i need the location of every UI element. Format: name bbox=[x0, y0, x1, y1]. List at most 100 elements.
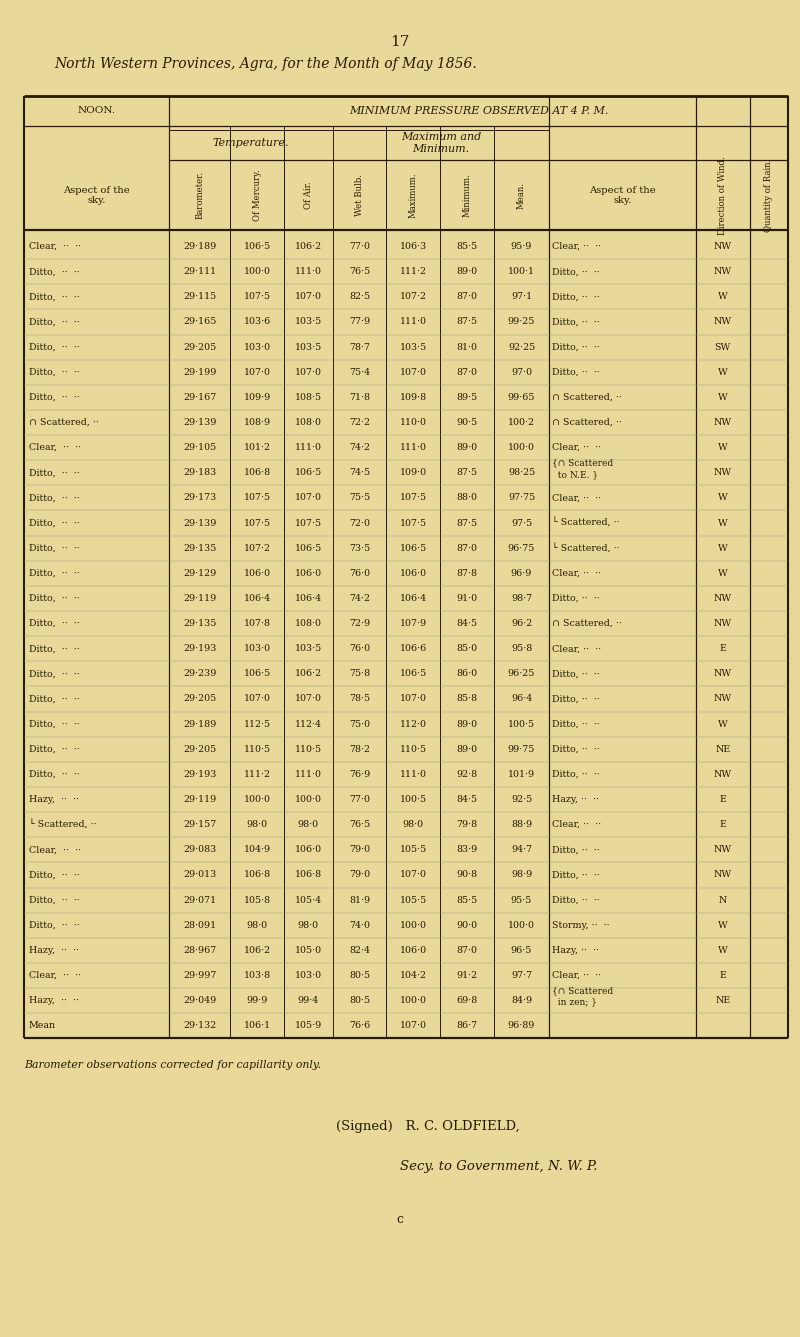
Text: 76·5: 76·5 bbox=[349, 267, 370, 277]
Text: 91·0: 91·0 bbox=[457, 594, 478, 603]
Text: 79·8: 79·8 bbox=[457, 820, 478, 829]
Text: Ditto, ··  ··: Ditto, ·· ·· bbox=[553, 317, 600, 326]
Text: Clear, ··  ··: Clear, ·· ·· bbox=[553, 242, 602, 251]
Text: Ditto, ··  ··: Ditto, ·· ·· bbox=[553, 896, 600, 905]
Text: Ditto,  ··  ··: Ditto, ·· ·· bbox=[29, 519, 79, 528]
Text: NE: NE bbox=[715, 996, 730, 1005]
Text: 87·8: 87·8 bbox=[457, 568, 478, 578]
Text: 29·193: 29·193 bbox=[183, 770, 216, 779]
Text: N: N bbox=[718, 896, 727, 905]
Text: Ditto,  ··  ··: Ditto, ·· ·· bbox=[29, 267, 79, 277]
Text: Ditto,  ··  ··: Ditto, ·· ·· bbox=[29, 594, 79, 603]
Text: 76·6: 76·6 bbox=[349, 1021, 370, 1031]
Text: Clear, ··  ··: Clear, ·· ·· bbox=[553, 493, 602, 503]
Text: 106·0: 106·0 bbox=[400, 568, 427, 578]
Text: 98·0: 98·0 bbox=[246, 820, 268, 829]
Text: 29·132: 29·132 bbox=[183, 1021, 216, 1031]
Text: 98·25: 98·25 bbox=[508, 468, 535, 477]
Text: 85·5: 85·5 bbox=[456, 896, 478, 905]
Text: 29·071: 29·071 bbox=[183, 896, 216, 905]
Text: 106·5: 106·5 bbox=[400, 544, 427, 552]
Text: 107·0: 107·0 bbox=[400, 1021, 426, 1031]
Text: NOON.: NOON. bbox=[78, 107, 115, 115]
Text: 77·0: 77·0 bbox=[349, 242, 370, 251]
Text: 90·0: 90·0 bbox=[457, 921, 478, 929]
Text: 106·2: 106·2 bbox=[295, 242, 322, 251]
Text: 103·5: 103·5 bbox=[400, 342, 427, 352]
Text: 111·0: 111·0 bbox=[295, 267, 322, 277]
Text: Secy. to Government, N. W. P.: Secy. to Government, N. W. P. bbox=[400, 1161, 598, 1173]
Text: 29·199: 29·199 bbox=[183, 368, 216, 377]
Text: 107·5: 107·5 bbox=[295, 519, 322, 528]
Text: NW: NW bbox=[714, 468, 732, 477]
Text: 86·0: 86·0 bbox=[457, 670, 478, 678]
Text: 106·4: 106·4 bbox=[244, 594, 270, 603]
Text: Ditto, ··  ··: Ditto, ·· ·· bbox=[553, 770, 600, 779]
Text: 29·205: 29·205 bbox=[183, 342, 216, 352]
Text: {∩ Scattered
  to N.E. }: {∩ Scattered to N.E. } bbox=[553, 459, 614, 479]
Text: Clear, ··  ··: Clear, ·· ·· bbox=[553, 820, 602, 829]
Text: 99·65: 99·65 bbox=[508, 393, 535, 402]
Text: Ditto,  ··  ··: Ditto, ·· ·· bbox=[29, 870, 79, 880]
Text: Aspect of the
sky.: Aspect of the sky. bbox=[63, 186, 130, 205]
Text: 89·0: 89·0 bbox=[457, 267, 478, 277]
Text: 106·3: 106·3 bbox=[400, 242, 427, 251]
Text: 111·0: 111·0 bbox=[295, 443, 322, 452]
Text: 106·8: 106·8 bbox=[244, 870, 270, 880]
Text: 29·129: 29·129 bbox=[183, 568, 216, 578]
Text: 90·8: 90·8 bbox=[457, 870, 478, 880]
Text: Ditto,  ··  ··: Ditto, ·· ·· bbox=[29, 493, 79, 503]
Text: 29·139: 29·139 bbox=[183, 519, 216, 528]
Text: 106·2: 106·2 bbox=[244, 945, 270, 955]
Text: Barometer observations corrected for capillarity only.: Barometer observations corrected for cap… bbox=[24, 1060, 321, 1070]
Text: 100·0: 100·0 bbox=[400, 921, 426, 929]
Text: 29·115: 29·115 bbox=[183, 293, 216, 301]
Text: 104·2: 104·2 bbox=[400, 971, 426, 980]
Text: 109·8: 109·8 bbox=[400, 393, 427, 402]
Text: 107·0: 107·0 bbox=[295, 694, 322, 703]
Text: 103·0: 103·0 bbox=[244, 342, 270, 352]
Text: E: E bbox=[719, 820, 726, 829]
Text: W: W bbox=[718, 493, 728, 503]
Text: 107·9: 107·9 bbox=[400, 619, 427, 628]
Text: NW: NW bbox=[714, 242, 732, 251]
Text: 87·5: 87·5 bbox=[457, 519, 478, 528]
Text: 105·5: 105·5 bbox=[400, 896, 427, 905]
Text: 100·2: 100·2 bbox=[508, 418, 535, 427]
Text: MINIMUM PRESSURE OBSERVED AT 4 P. M.: MINIMUM PRESSURE OBSERVED AT 4 P. M. bbox=[349, 106, 608, 116]
Text: E: E bbox=[719, 796, 726, 804]
Text: 75·4: 75·4 bbox=[349, 368, 370, 377]
Text: 88·0: 88·0 bbox=[457, 493, 478, 503]
Text: Quantity of Rain.: Quantity of Rain. bbox=[764, 159, 774, 231]
Text: 84·5: 84·5 bbox=[457, 796, 478, 804]
Text: 100·0: 100·0 bbox=[508, 921, 535, 929]
Text: W: W bbox=[718, 945, 728, 955]
Text: Clear,  ··  ··: Clear, ·· ·· bbox=[29, 242, 81, 251]
Text: 104·9: 104·9 bbox=[244, 845, 270, 854]
Text: W: W bbox=[718, 568, 728, 578]
Text: 106·0: 106·0 bbox=[295, 845, 322, 854]
Text: 83·9: 83·9 bbox=[456, 845, 478, 854]
Text: 88·9: 88·9 bbox=[511, 820, 532, 829]
Text: 74·2: 74·2 bbox=[349, 443, 370, 452]
Text: Hazy,  ··  ··: Hazy, ·· ·· bbox=[29, 945, 78, 955]
Text: Clear,  ··  ··: Clear, ·· ·· bbox=[29, 443, 81, 452]
Text: Ditto,  ··  ··: Ditto, ·· ·· bbox=[29, 694, 79, 703]
Text: 107·0: 107·0 bbox=[244, 368, 270, 377]
Text: Hazy, ··  ··: Hazy, ·· ·· bbox=[553, 796, 599, 804]
Text: 69·8: 69·8 bbox=[456, 996, 478, 1005]
Text: 107·0: 107·0 bbox=[400, 694, 426, 703]
Text: Ditto, ··  ··: Ditto, ·· ·· bbox=[553, 342, 600, 352]
Text: 108·0: 108·0 bbox=[295, 418, 322, 427]
Text: 91·2: 91·2 bbox=[457, 971, 478, 980]
Text: 29·135: 29·135 bbox=[183, 544, 216, 552]
Text: 76·0: 76·0 bbox=[349, 568, 370, 578]
Text: 100·0: 100·0 bbox=[508, 443, 535, 452]
Text: 110·0: 110·0 bbox=[400, 418, 426, 427]
Text: 105·5: 105·5 bbox=[400, 845, 427, 854]
Text: 106·1: 106·1 bbox=[244, 1021, 270, 1031]
Text: 85·0: 85·0 bbox=[457, 644, 478, 654]
Text: 112·5: 112·5 bbox=[244, 719, 270, 729]
Text: ∩ Scattered, ··: ∩ Scattered, ·· bbox=[553, 619, 622, 628]
Text: 89·5: 89·5 bbox=[456, 393, 478, 402]
